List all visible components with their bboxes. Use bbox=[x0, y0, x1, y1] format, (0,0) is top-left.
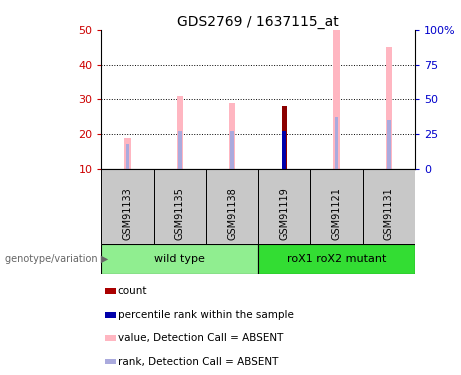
Bar bbox=[177, 96, 183, 169]
Text: GSM91138: GSM91138 bbox=[227, 187, 237, 240]
Text: roX1 roX2 mutant: roX1 roX2 mutant bbox=[287, 254, 386, 264]
Bar bbox=[105, 335, 116, 341]
Title: GDS2769 / 1637115_at: GDS2769 / 1637115_at bbox=[177, 15, 339, 29]
Bar bbox=[258, 244, 415, 274]
Text: GSM91131: GSM91131 bbox=[384, 187, 394, 240]
Text: wild type: wild type bbox=[154, 254, 205, 264]
Bar bbox=[101, 169, 154, 244]
Bar bbox=[154, 169, 206, 244]
Bar bbox=[386, 47, 392, 169]
Bar bbox=[283, 130, 286, 169]
Text: count: count bbox=[118, 286, 147, 296]
Bar bbox=[105, 288, 116, 294]
Bar bbox=[258, 169, 310, 244]
Text: GSM91121: GSM91121 bbox=[331, 187, 342, 240]
Text: value, Detection Call = ABSENT: value, Detection Call = ABSENT bbox=[118, 333, 283, 343]
Text: GSM91133: GSM91133 bbox=[123, 187, 133, 240]
Text: percentile rank within the sample: percentile rank within the sample bbox=[118, 310, 294, 320]
Bar bbox=[335, 117, 338, 169]
Bar bbox=[310, 169, 363, 244]
Text: GSM91119: GSM91119 bbox=[279, 187, 290, 240]
Bar bbox=[124, 138, 130, 169]
Text: GSM91135: GSM91135 bbox=[175, 187, 185, 240]
Bar bbox=[229, 103, 235, 169]
Bar bbox=[101, 244, 258, 274]
Bar bbox=[105, 358, 116, 364]
Bar bbox=[178, 130, 182, 169]
Bar bbox=[105, 312, 116, 318]
Bar bbox=[206, 169, 258, 244]
Bar bbox=[283, 130, 286, 169]
Bar bbox=[387, 120, 390, 169]
Bar bbox=[230, 130, 234, 169]
Bar bbox=[363, 169, 415, 244]
Text: rank, Detection Call = ABSENT: rank, Detection Call = ABSENT bbox=[118, 357, 278, 366]
Text: genotype/variation ▶: genotype/variation ▶ bbox=[5, 254, 108, 264]
Bar bbox=[126, 144, 130, 169]
Bar bbox=[333, 30, 340, 169]
Bar bbox=[282, 106, 287, 169]
